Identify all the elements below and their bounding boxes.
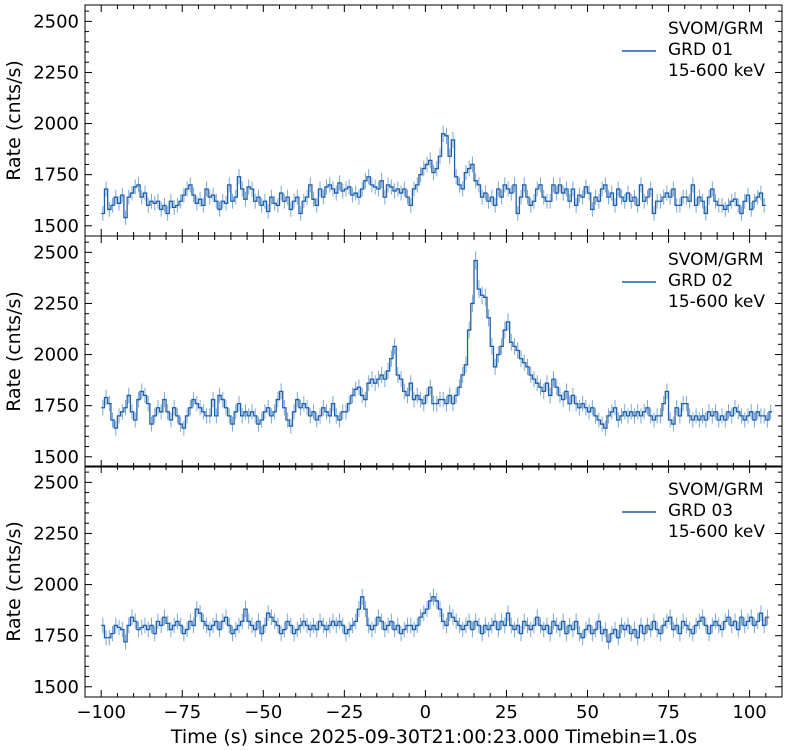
- y-tick-label: 1500: [33, 216, 79, 237]
- y-axis-label: Rate (cnts/s): [3, 291, 25, 412]
- y-tick-label: 2000: [33, 345, 79, 366]
- series-line: [101, 596, 770, 643]
- legend-text: SVOM/GRM: [668, 480, 764, 500]
- y-tick-label: 2500: [33, 242, 79, 263]
- y-tick-label: 2500: [33, 11, 79, 32]
- y-tick-label: 2250: [33, 523, 79, 544]
- y-tick-label: 1750: [33, 165, 79, 186]
- y-axis-label: Rate (cnts/s): [3, 60, 25, 181]
- panel-3: 1500 1750 2000 2250 2500 −100 −75 −50 −25 0 25 50 75…: [3, 465, 783, 723]
- x-tick-label: −50: [244, 702, 282, 723]
- series-line: [101, 133, 766, 219]
- y-axis-label: Rate (cnts/s): [3, 521, 25, 642]
- x-tick-label: 75: [657, 702, 680, 723]
- x-tick-label: −100: [76, 702, 125, 723]
- panel-1: 1500 1750 2000 2250 2500 Rate (cnts/s) SVOM/GR…: [3, 4, 783, 237]
- series-line: [101, 259, 773, 429]
- x-tick-label: 25: [495, 702, 518, 723]
- legend-text: GRD 03: [668, 501, 733, 521]
- x-tick-label: 100: [732, 702, 766, 723]
- legend-text: GRD 02: [668, 271, 733, 291]
- series-1: [101, 125, 766, 225]
- x-tick-label: −25: [325, 702, 363, 723]
- y-tick-label: 1750: [33, 626, 79, 647]
- panel-frame: [84, 465, 783, 698]
- legend-text: SVOM/GRM: [668, 19, 764, 39]
- series-3: [101, 588, 770, 650]
- y-tick-label: 2500: [33, 472, 79, 493]
- y-tick-label: 2250: [33, 293, 79, 314]
- legend-text: SVOM/GRM: [668, 250, 764, 270]
- y-tick-label: 1750: [33, 396, 79, 417]
- legend-text: 15-600 keV: [668, 61, 765, 81]
- panel-2: 1500 1750 2000 2250 2500 Rate (cnts/s) SVOM/GR…: [3, 235, 783, 468]
- y-tick-label: 2000: [33, 114, 79, 135]
- x-tick-label: 50: [576, 702, 599, 723]
- y-tick-label: 2250: [33, 62, 79, 83]
- x-axis-label: Time (s) since 2025-09-30T21:00:23.000 T…: [170, 726, 697, 748]
- series-2: [101, 251, 773, 436]
- y-tick-label: 1500: [33, 677, 79, 698]
- legend-text: GRD 01: [668, 40, 733, 60]
- legend-text: 15-600 keV: [668, 292, 765, 312]
- legend-text: 15-600 keV: [668, 522, 765, 542]
- y-tick-label: 2000: [33, 575, 79, 596]
- y-tick-label: 1500: [33, 447, 79, 468]
- x-tick-label: 0: [420, 702, 431, 723]
- x-tick-label: −75: [163, 702, 201, 723]
- panel-frame: [84, 235, 783, 468]
